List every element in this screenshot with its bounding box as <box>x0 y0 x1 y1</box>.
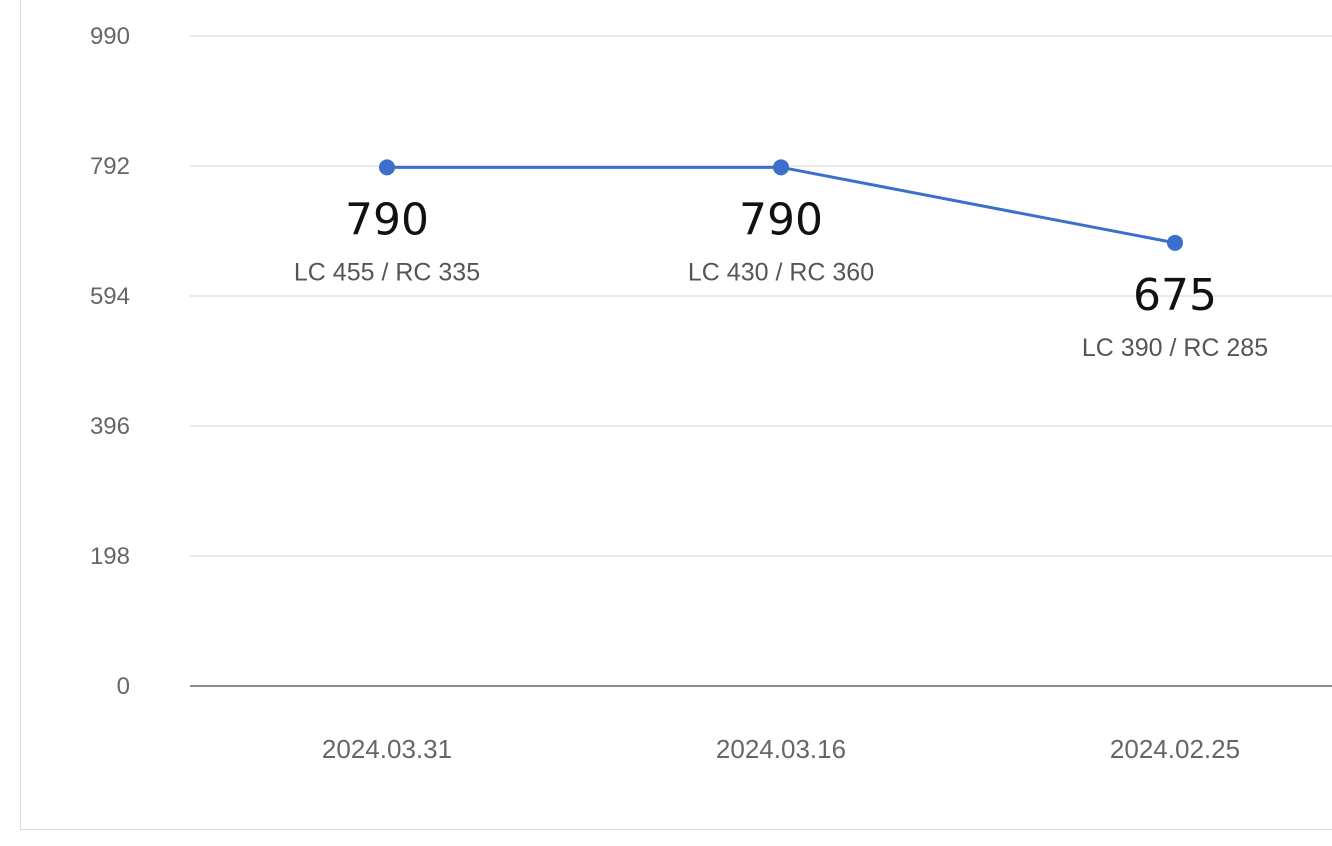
chart-frame <box>20 0 1332 830</box>
data-value-label: 675 <box>1133 270 1217 321</box>
y-axis-ticks: 0 198 396 594 792 990 <box>90 23 130 700</box>
data-sub-label: LC 430 / RC 360 <box>688 258 874 286</box>
y-tick-label: 594 <box>90 283 130 310</box>
data-sub-label: LC 390 / RC 285 <box>1082 334 1268 362</box>
y-tick-label: 990 <box>90 23 130 50</box>
x-tick-label: 2024.03.31 <box>322 734 452 764</box>
y-tick-label: 396 <box>90 413 130 440</box>
data-value-label: 790 <box>739 194 823 245</box>
data-point <box>1167 234 1183 251</box>
x-tick-label: 2024.02.25 <box>1110 734 1240 764</box>
x-axis-ticks: 2024.03.31 2024.03.16 2024.02.25 <box>322 734 1240 764</box>
y-tick-label: 0 <box>117 673 130 700</box>
y-tick-label: 198 <box>90 543 130 570</box>
x-tick-label: 2024.03.16 <box>716 734 846 764</box>
data-labels: 790 LC 455 / RC 335 790 LC 430 / RC 360 675 L… <box>294 194 1268 362</box>
data-value-label: 790 <box>345 194 429 245</box>
data-point <box>773 159 789 176</box>
series-line-group <box>379 159 1183 251</box>
data-point <box>379 159 395 176</box>
y-tick-label: 792 <box>90 153 130 180</box>
data-sub-label: LC 455 / RC 335 <box>294 258 480 286</box>
